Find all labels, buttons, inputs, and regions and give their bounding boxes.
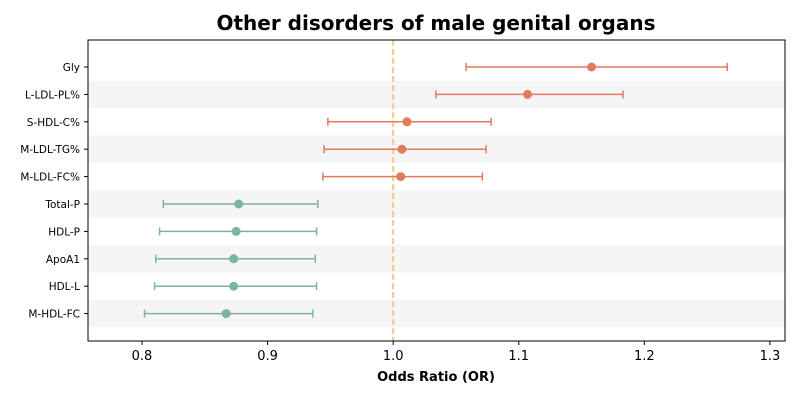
data-marks bbox=[143, 62, 728, 319]
y-tick-label: M-LDL-FC% bbox=[20, 172, 80, 184]
y-axis: Gly L-LDL-PL% S-HDL-C% M-LDL-TG% M-LDL-FC% To… bbox=[20, 62, 88, 321]
or-point bbox=[397, 144, 407, 154]
y-tick-label: M-LDL-TG% bbox=[20, 144, 80, 156]
x-tick-label: 0.8 bbox=[132, 349, 153, 364]
or-point bbox=[402, 117, 412, 127]
or-point bbox=[587, 62, 597, 72]
x-axis: 0.8 0.9 1.0 1.1 1.2 1.3 bbox=[132, 341, 781, 364]
or-point bbox=[221, 309, 231, 319]
y-tick-label: HDL-P bbox=[48, 226, 80, 238]
x-tick-label: 1.3 bbox=[760, 349, 781, 364]
plot-frame bbox=[87, 39, 786, 342]
or-point bbox=[229, 254, 239, 264]
or-point bbox=[231, 226, 241, 236]
or-point bbox=[396, 172, 406, 182]
x-axis-label: Odds Ratio (OR) bbox=[377, 370, 495, 385]
or-point bbox=[234, 199, 244, 209]
y-tick-label: S-HDL-C% bbox=[27, 117, 80, 129]
y-tick-label: M-HDL-FC bbox=[28, 309, 80, 321]
y-tick-label: HDL-L bbox=[49, 281, 80, 293]
y-tick-label: L-LDL-PL% bbox=[25, 89, 80, 101]
x-tick-label: 1.2 bbox=[634, 349, 655, 364]
x-tick-label: 1.1 bbox=[508, 349, 529, 364]
y-tick-label: Gly bbox=[63, 62, 80, 74]
x-tick-label: 0.9 bbox=[257, 349, 278, 364]
or-point bbox=[229, 281, 239, 291]
x-tick-label: 1.0 bbox=[383, 349, 404, 364]
chart-title: Other disorders of male genital organs bbox=[216, 11, 655, 35]
y-tick-label: ApoA1 bbox=[46, 254, 80, 266]
or-point bbox=[523, 89, 533, 99]
y-tick-label: Total-P bbox=[44, 199, 80, 211]
